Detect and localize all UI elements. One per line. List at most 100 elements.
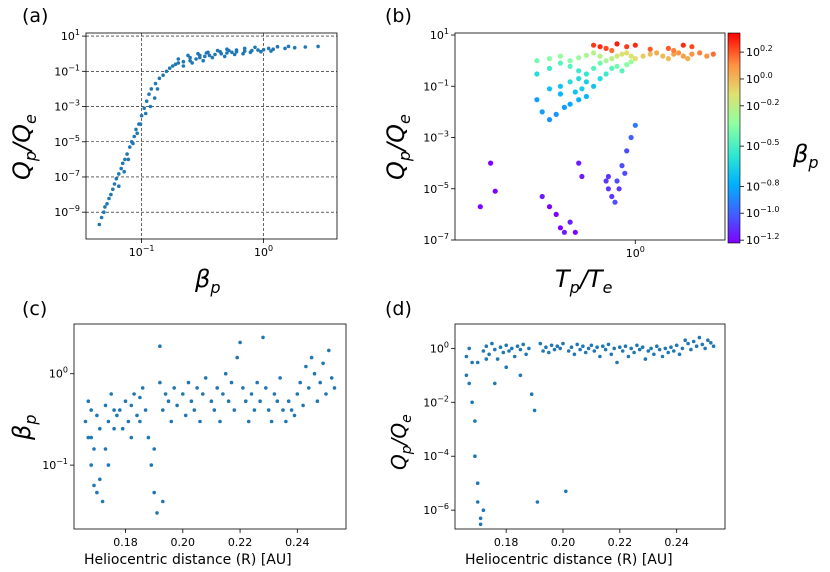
data-point	[158, 344, 162, 349]
data-point	[161, 73, 165, 77]
data-point	[660, 53, 666, 59]
data-point	[591, 50, 597, 56]
data-point	[252, 408, 257, 412]
data-point	[572, 89, 578, 95]
data-point	[583, 350, 588, 355]
data-point	[605, 186, 612, 192]
data-point	[547, 350, 551, 355]
data-point	[632, 42, 638, 48]
colorbar-tick-label: 10−0.2	[746, 98, 779, 113]
data-point	[569, 345, 574, 350]
data-point	[146, 435, 151, 440]
data-point	[181, 59, 186, 64]
data-point	[298, 380, 303, 385]
data-point	[632, 122, 638, 128]
data-point	[609, 65, 615, 71]
data-point	[103, 447, 108, 451]
data-point	[473, 419, 477, 423]
data-point	[683, 338, 687, 343]
data-point	[544, 345, 548, 350]
panel-a-xticks: 10−1 100	[129, 239, 273, 259]
data-point	[647, 51, 653, 57]
data-point	[278, 376, 282, 380]
data-point	[210, 55, 215, 60]
x-tick-label: 0.22	[228, 536, 253, 549]
data-point	[534, 97, 540, 103]
data-point	[138, 395, 142, 400]
data-point	[706, 338, 710, 343]
data-point	[592, 349, 597, 353]
colorbar-tick-label: 10−0.8	[746, 179, 779, 194]
data-point	[117, 184, 121, 188]
data-point	[209, 399, 214, 404]
data-point	[555, 344, 560, 349]
y-tick-label: 10−3	[423, 130, 449, 145]
data-point	[473, 454, 477, 459]
data-point	[676, 50, 682, 56]
y-tick-label: 100	[430, 340, 449, 355]
data-point	[324, 392, 328, 396]
data-point	[557, 60, 564, 66]
data-point	[198, 419, 202, 424]
data-point	[238, 340, 242, 345]
colorbar-tick-label: 100.2	[746, 44, 773, 59]
data-point	[518, 373, 523, 378]
data-point	[606, 342, 611, 347]
data-point	[149, 87, 154, 91]
data-point	[303, 45, 308, 49]
data-point	[275, 399, 280, 404]
data-point	[576, 160, 582, 166]
data-point	[152, 490, 156, 495]
data-point	[143, 408, 148, 412]
data-point	[591, 65, 597, 71]
data-point	[567, 58, 573, 64]
data-point	[564, 489, 568, 494]
panel-c-yticks: 10−1 100	[42, 366, 74, 472]
data-point	[711, 344, 716, 349]
y-tick-label: 10−5	[54, 134, 80, 149]
data-point	[504, 365, 509, 370]
data-point	[624, 148, 630, 154]
panel-a-grid	[86, 33, 337, 239]
colorbar-tick-label: 10−1.0	[746, 205, 779, 220]
data-point	[524, 352, 528, 357]
data-point	[532, 408, 537, 413]
data-point	[232, 52, 237, 57]
data-point	[307, 386, 311, 390]
data-point	[546, 65, 553, 71]
data-point	[646, 349, 651, 353]
y-tick-label: 10−3	[54, 99, 80, 114]
data-point	[203, 376, 208, 380]
data-point	[129, 403, 134, 408]
data-point	[541, 349, 545, 353]
data-point	[561, 341, 565, 346]
data-point	[258, 399, 262, 404]
data-point	[632, 56, 638, 62]
data-point	[657, 347, 662, 352]
data-point	[232, 408, 237, 412]
data-point	[640, 345, 645, 350]
data-point	[504, 343, 509, 348]
data-point	[628, 59, 634, 65]
data-point	[492, 188, 498, 194]
data-point	[527, 346, 531, 351]
data-point	[557, 53, 564, 59]
data-point	[112, 182, 117, 186]
data-point	[92, 483, 96, 488]
data-point	[118, 408, 122, 412]
data-point	[123, 399, 128, 404]
data-point	[135, 413, 139, 418]
data-point	[111, 187, 115, 192]
data-point	[269, 49, 273, 53]
data-point	[261, 335, 265, 340]
data-point	[512, 354, 517, 359]
data-point	[475, 360, 480, 365]
data-point	[576, 97, 582, 103]
data-point	[234, 48, 239, 52]
data-point	[227, 48, 231, 53]
data-point	[221, 392, 225, 396]
x-tick-label: 10−1	[129, 244, 155, 259]
data-point	[576, 68, 582, 74]
data-point	[665, 45, 672, 52]
